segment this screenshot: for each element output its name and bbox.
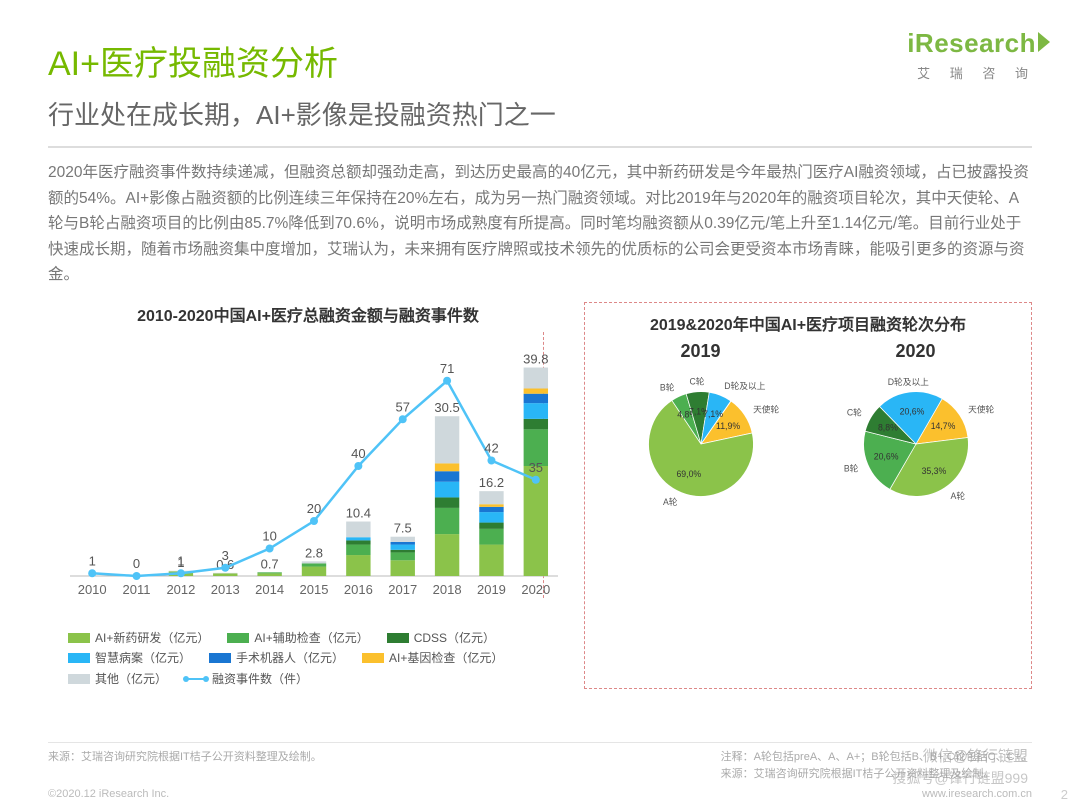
legend-item: 其他（亿元） (68, 669, 167, 689)
watermark-1: 微信@锋行链盟 (923, 745, 1028, 766)
footer: 来源：艾瑞咨询研究院根据IT桔子公开资料整理及绘制。 注释：A轮包括preA、A… (48, 742, 1032, 782)
svg-text:8,8%: 8,8% (877, 422, 897, 432)
pie-year-label: 2019 (596, 341, 806, 362)
svg-text:39.8: 39.8 (523, 351, 548, 366)
svg-text:2017: 2017 (388, 582, 417, 597)
legend-item: AI+辅助检查（亿元） (227, 628, 368, 648)
svg-text:2014: 2014 (255, 582, 284, 597)
svg-text:2012: 2012 (166, 582, 195, 597)
svg-text:35,3%: 35,3% (921, 466, 946, 476)
svg-text:1: 1 (89, 553, 96, 568)
legend-item: AI+基因检查（亿元） (362, 648, 503, 668)
svg-text:11,9%: 11,9% (716, 421, 740, 431)
copyright-left: ©2020.12 iResearch Inc. (48, 788, 169, 800)
svg-text:A轮: A轮 (950, 490, 965, 501)
svg-text:C轮: C轮 (846, 406, 861, 417)
logo-subtext: 艾 瑞 咨 询 (907, 63, 1036, 82)
pie-2020: 2020 14,7% 天使轮 35,3% A轮 20,6% B轮 8,8% C轮 20,6% D轮及… (811, 341, 1021, 524)
svg-text:2019: 2019 (477, 582, 506, 597)
svg-text:2016: 2016 (344, 582, 373, 597)
svg-text:2011: 2011 (123, 582, 151, 597)
svg-text:2.8: 2.8 (305, 545, 323, 560)
combo-legend: AI+新药研发（亿元） AI+辅助检查（亿元） CDSS（亿元） 智慧病案（亿元） 手术… (48, 628, 568, 689)
footer-left: 来源：艾瑞咨询研究院根据IT桔子公开资料整理及绘制。 (48, 749, 322, 782)
combo-chart-svg: 10.60.72.810.47.530.516.239.810131020405… (48, 332, 568, 622)
svg-text:B轮: B轮 (843, 462, 858, 473)
svg-text:7.5: 7.5 (394, 521, 412, 536)
svg-text:3: 3 (222, 548, 229, 563)
watermark-2: 搜狐号@锋行链盟999 (892, 768, 1028, 788)
svg-text:10: 10 (262, 528, 276, 543)
svg-text:2013: 2013 (211, 582, 240, 597)
svg-text:0: 0 (133, 556, 140, 571)
divider (48, 146, 1032, 148)
copyright: ©2020.12 iResearch Inc. www.iresearch.co… (48, 788, 1032, 800)
copyright-right: www.iresearch.com.cn (922, 788, 1032, 800)
svg-text:20: 20 (307, 501, 321, 516)
svg-text:2010: 2010 (78, 582, 107, 597)
pie-charts-panel: 2019&2020年中国AI+医疗项目融资轮次分布 2019 11,9% 天使轮 69… (584, 302, 1032, 689)
pie-2019: 201911,9%天使轮69,0%A轮4,8%B轮7,1%C轮7,1%D轮及以上 (596, 341, 806, 524)
svg-text:35: 35 (529, 460, 543, 475)
svg-text:D轮及以上: D轮及以上 (887, 376, 928, 387)
svg-text:57: 57 (395, 399, 409, 414)
svg-text:69,0%: 69,0% (676, 469, 701, 479)
svg-text:42: 42 (484, 440, 498, 455)
svg-text:2015: 2015 (300, 582, 329, 597)
svg-text:10.4: 10.4 (346, 505, 371, 520)
svg-text:0.7: 0.7 (261, 556, 279, 571)
svg-text:40: 40 (351, 446, 365, 461)
svg-text:1: 1 (177, 553, 184, 568)
legend-item: AI+新药研发（亿元） (68, 628, 209, 648)
page-number: 2 (1061, 787, 1068, 802)
logo-text: iResearch (907, 28, 1036, 59)
combo-chart-title: 2010-2020中国AI+医疗总融资金额与融资事件数 (48, 302, 568, 326)
svg-text:天使轮: 天使轮 (968, 403, 994, 414)
legend-item: CDSS（亿元） (387, 628, 495, 648)
svg-text:71: 71 (440, 361, 454, 376)
svg-text:20,6%: 20,6% (873, 451, 898, 461)
svg-text:7,1%: 7,1% (703, 409, 723, 419)
pie-charts-title: 2019&2020年中国AI+医疗项目融资轮次分布 (593, 311, 1023, 335)
slide-title: AI+医疗投融资分析 (48, 36, 1032, 85)
svg-text:16.2: 16.2 (479, 475, 504, 490)
svg-text:B轮: B轮 (659, 381, 674, 392)
svg-text:30.5: 30.5 (434, 400, 459, 415)
svg-text:20,6%: 20,6% (899, 407, 924, 417)
brand-logo: iResearch 艾 瑞 咨 询 (907, 28, 1036, 82)
combo-chart: 2010-2020中国AI+医疗总融资金额与融资事件数 10.60.72.810… (48, 302, 568, 689)
svg-text:2020: 2020 (521, 582, 550, 597)
legend-item: 智慧病案（亿元） (68, 648, 191, 668)
svg-text:A轮: A轮 (662, 496, 677, 507)
body-paragraph: 2020年医疗融资事件数持续递减，但融资总额却强劲走高，到达历史最高的40亿元，… (48, 160, 1032, 288)
pies-container: 201911,9%天使轮69,0%A轮4,8%B轮7,1%C轮7,1%D轮及以上… (593, 341, 1023, 524)
legend-item: 融资事件数（件） (185, 669, 308, 689)
svg-text:14,7%: 14,7% (930, 421, 955, 431)
svg-text:C轮: C轮 (689, 375, 704, 386)
svg-text:天使轮: 天使轮 (753, 403, 779, 414)
pie-year-label: 2020 (811, 341, 1021, 362)
slide-subtitle: 行业处在成长期，AI+影像是投融资热门之一 (48, 95, 1032, 132)
svg-text:2018: 2018 (433, 582, 462, 597)
legend-item: 手术机器人（亿元） (209, 648, 344, 668)
svg-text:D轮及以上: D轮及以上 (724, 380, 765, 391)
